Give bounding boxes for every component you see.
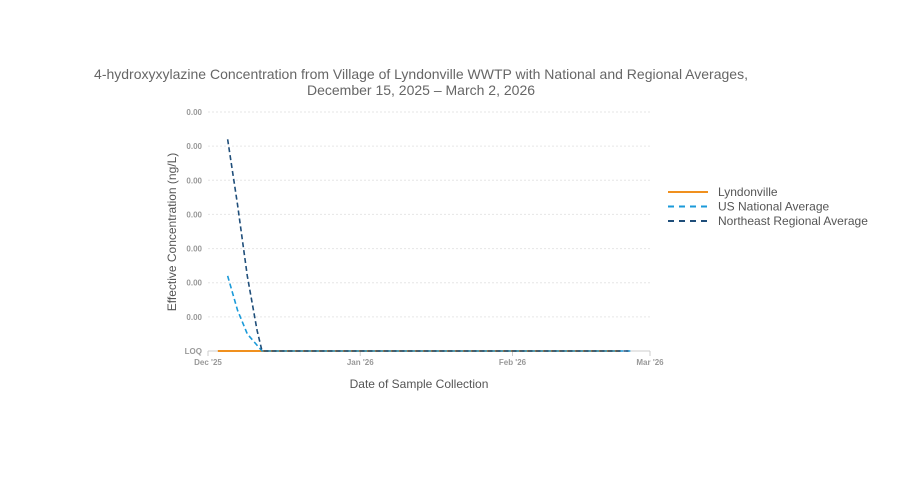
series-line-northeast-regional-average xyxy=(226,139,631,352)
legend-label-us-national-average: US National Average xyxy=(718,200,830,214)
y-tick-labels: LOQ 0.00 0.00 0.00 0.00 0.00 0.00 0.00 xyxy=(185,108,203,356)
y-tick-label: 0.00 xyxy=(186,210,202,219)
grid xyxy=(208,111,650,352)
x-tick-label: Mar '26 xyxy=(636,358,664,367)
x-tick-label: Jan '26 xyxy=(347,358,374,367)
x-tick-label: Feb '26 xyxy=(499,358,527,367)
y-tick-label: 0.00 xyxy=(186,245,202,254)
y-tick-label: 0.00 xyxy=(186,142,202,151)
y-axis-title: Effective Concentration (ng/L) xyxy=(165,153,179,312)
y-tick-label: 0.00 xyxy=(186,108,202,117)
x-tick-labels: Dec '25 Jan '26 Feb '26 Mar '26 xyxy=(194,351,664,367)
series-line-us-national-average xyxy=(226,275,631,352)
x-axis-title: Date of Sample Collection xyxy=(350,377,489,391)
y-tick-label: 0.00 xyxy=(186,313,202,322)
y-tick-label: 0.00 xyxy=(186,279,202,288)
chart-title-line-2: December 15, 2025 – March 2, 2026 xyxy=(307,82,535,98)
y-tick-label: LOQ xyxy=(185,347,202,356)
legend-label-lyndonville: Lyndonville xyxy=(718,185,778,199)
y-tick-label: 0.00 xyxy=(186,176,202,185)
series-lines xyxy=(217,139,631,352)
legend-label-northeast-regional-average: Northeast Regional Average xyxy=(718,214,868,228)
chart-title-line-1: 4-hydroxyxylazine Concentration from Vil… xyxy=(94,66,748,82)
x-tick-label: Dec '25 xyxy=(194,358,222,367)
